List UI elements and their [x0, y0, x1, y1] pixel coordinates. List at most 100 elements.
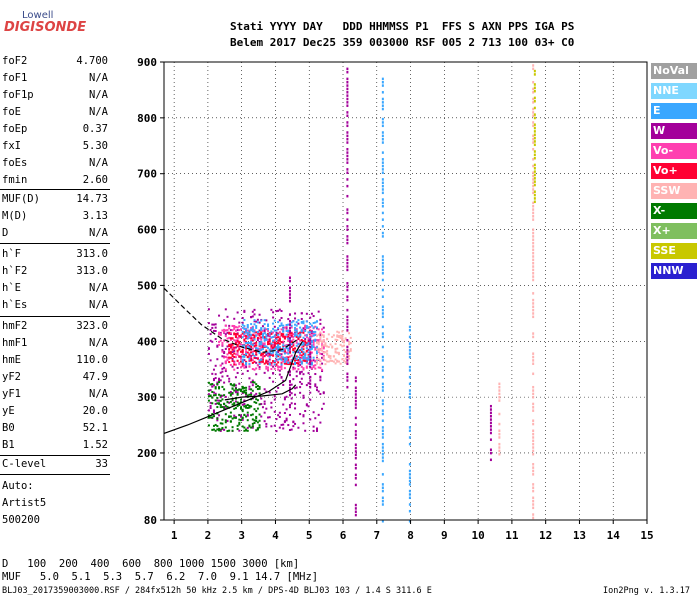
echo-point	[336, 335, 339, 338]
echo-point	[295, 331, 298, 334]
echo-point	[234, 336, 237, 339]
param-name: h`F2	[2, 265, 28, 277]
echo-point	[315, 350, 318, 353]
echo-point	[212, 411, 215, 414]
echo-point	[295, 386, 298, 389]
echo-point	[245, 330, 248, 333]
echo-point	[317, 347, 320, 350]
echo-point	[532, 265, 535, 268]
echo-point	[300, 377, 303, 380]
echo-point	[261, 329, 264, 332]
echo-point	[253, 334, 256, 337]
echo-point	[233, 416, 236, 419]
echo-point	[270, 332, 273, 335]
echo-point	[532, 419, 535, 422]
echo-point	[241, 351, 244, 354]
echo-point	[251, 344, 254, 347]
echo-point	[277, 344, 280, 347]
echo-point	[241, 408, 244, 411]
echo-point	[253, 319, 256, 322]
echo-point	[209, 407, 212, 410]
muf-value: 5.0	[20, 571, 59, 583]
echo-point	[321, 407, 324, 410]
echo-point	[255, 415, 258, 418]
echo-column	[408, 325, 411, 523]
echo-point	[243, 340, 246, 343]
echo-point	[319, 331, 322, 334]
echo-point	[346, 111, 349, 114]
echo-point	[268, 334, 271, 337]
echo-point	[248, 357, 251, 360]
echo-point	[234, 391, 237, 394]
echo-point	[532, 114, 535, 118]
echo-point	[314, 383, 317, 386]
echo-point	[212, 391, 215, 394]
echo-point	[309, 385, 312, 389]
auto-version: 500200	[2, 514, 40, 526]
echo-point	[290, 339, 293, 342]
legend-item: W	[651, 123, 697, 139]
echo-point	[408, 389, 411, 392]
echo-point	[310, 324, 313, 327]
param-row: hmF1 N/A	[2, 337, 108, 353]
echo-point	[305, 366, 308, 369]
echo-point	[250, 337, 253, 340]
echo-point	[321, 344, 324, 347]
echo-point	[275, 342, 278, 345]
echo-point	[216, 428, 219, 431]
echo-point	[285, 326, 288, 329]
echo-point	[346, 141, 349, 144]
echo-point	[228, 331, 231, 334]
echo-column	[309, 339, 312, 389]
echo-point	[324, 351, 327, 354]
echo-point	[226, 353, 229, 356]
echo-point	[263, 342, 266, 345]
echo-point	[280, 334, 283, 337]
echo-point	[300, 362, 303, 365]
echo-point	[285, 357, 288, 360]
echo-point	[261, 333, 264, 336]
y-tick-label: 200	[137, 447, 157, 460]
echo-point	[381, 442, 384, 446]
echo-point	[287, 339, 290, 342]
echo-point	[238, 341, 241, 344]
echo-point	[231, 357, 234, 360]
param-row: h`E N/A	[2, 282, 108, 298]
echo-point	[209, 333, 212, 336]
echo-point	[408, 406, 411, 409]
echo-point	[299, 332, 302, 335]
echo-point	[246, 337, 249, 340]
echo-point	[246, 334, 249, 337]
echo-point	[299, 381, 302, 384]
echo-point	[228, 351, 231, 354]
echo-point	[260, 354, 263, 357]
separator	[0, 316, 110, 317]
echo-point	[280, 328, 283, 331]
echo-point	[270, 401, 273, 404]
auto-label: Auto:	[2, 480, 34, 492]
echo-point	[287, 323, 290, 326]
echo-point	[532, 452, 535, 456]
echo-point	[300, 321, 303, 324]
echo-point	[532, 483, 535, 486]
echo-point	[294, 387, 297, 390]
echo-point	[250, 346, 253, 349]
echo-point	[216, 344, 219, 347]
echo-point	[489, 438, 492, 441]
echo-point	[498, 429, 501, 433]
param-row: fmin 2.60	[2, 174, 108, 190]
echo-point	[241, 358, 244, 361]
echo-point	[305, 384, 308, 387]
echo-point	[300, 328, 303, 331]
echo-point	[288, 279, 291, 283]
echo-point	[272, 331, 275, 334]
echo-point	[263, 420, 266, 423]
echo-point	[238, 348, 241, 351]
echo-point	[282, 335, 285, 338]
echo-point	[251, 330, 254, 333]
echo-point	[336, 334, 339, 337]
echo-point	[381, 121, 384, 124]
echo-point	[258, 403, 261, 406]
echo-point	[241, 365, 244, 368]
echo-point	[253, 331, 256, 334]
